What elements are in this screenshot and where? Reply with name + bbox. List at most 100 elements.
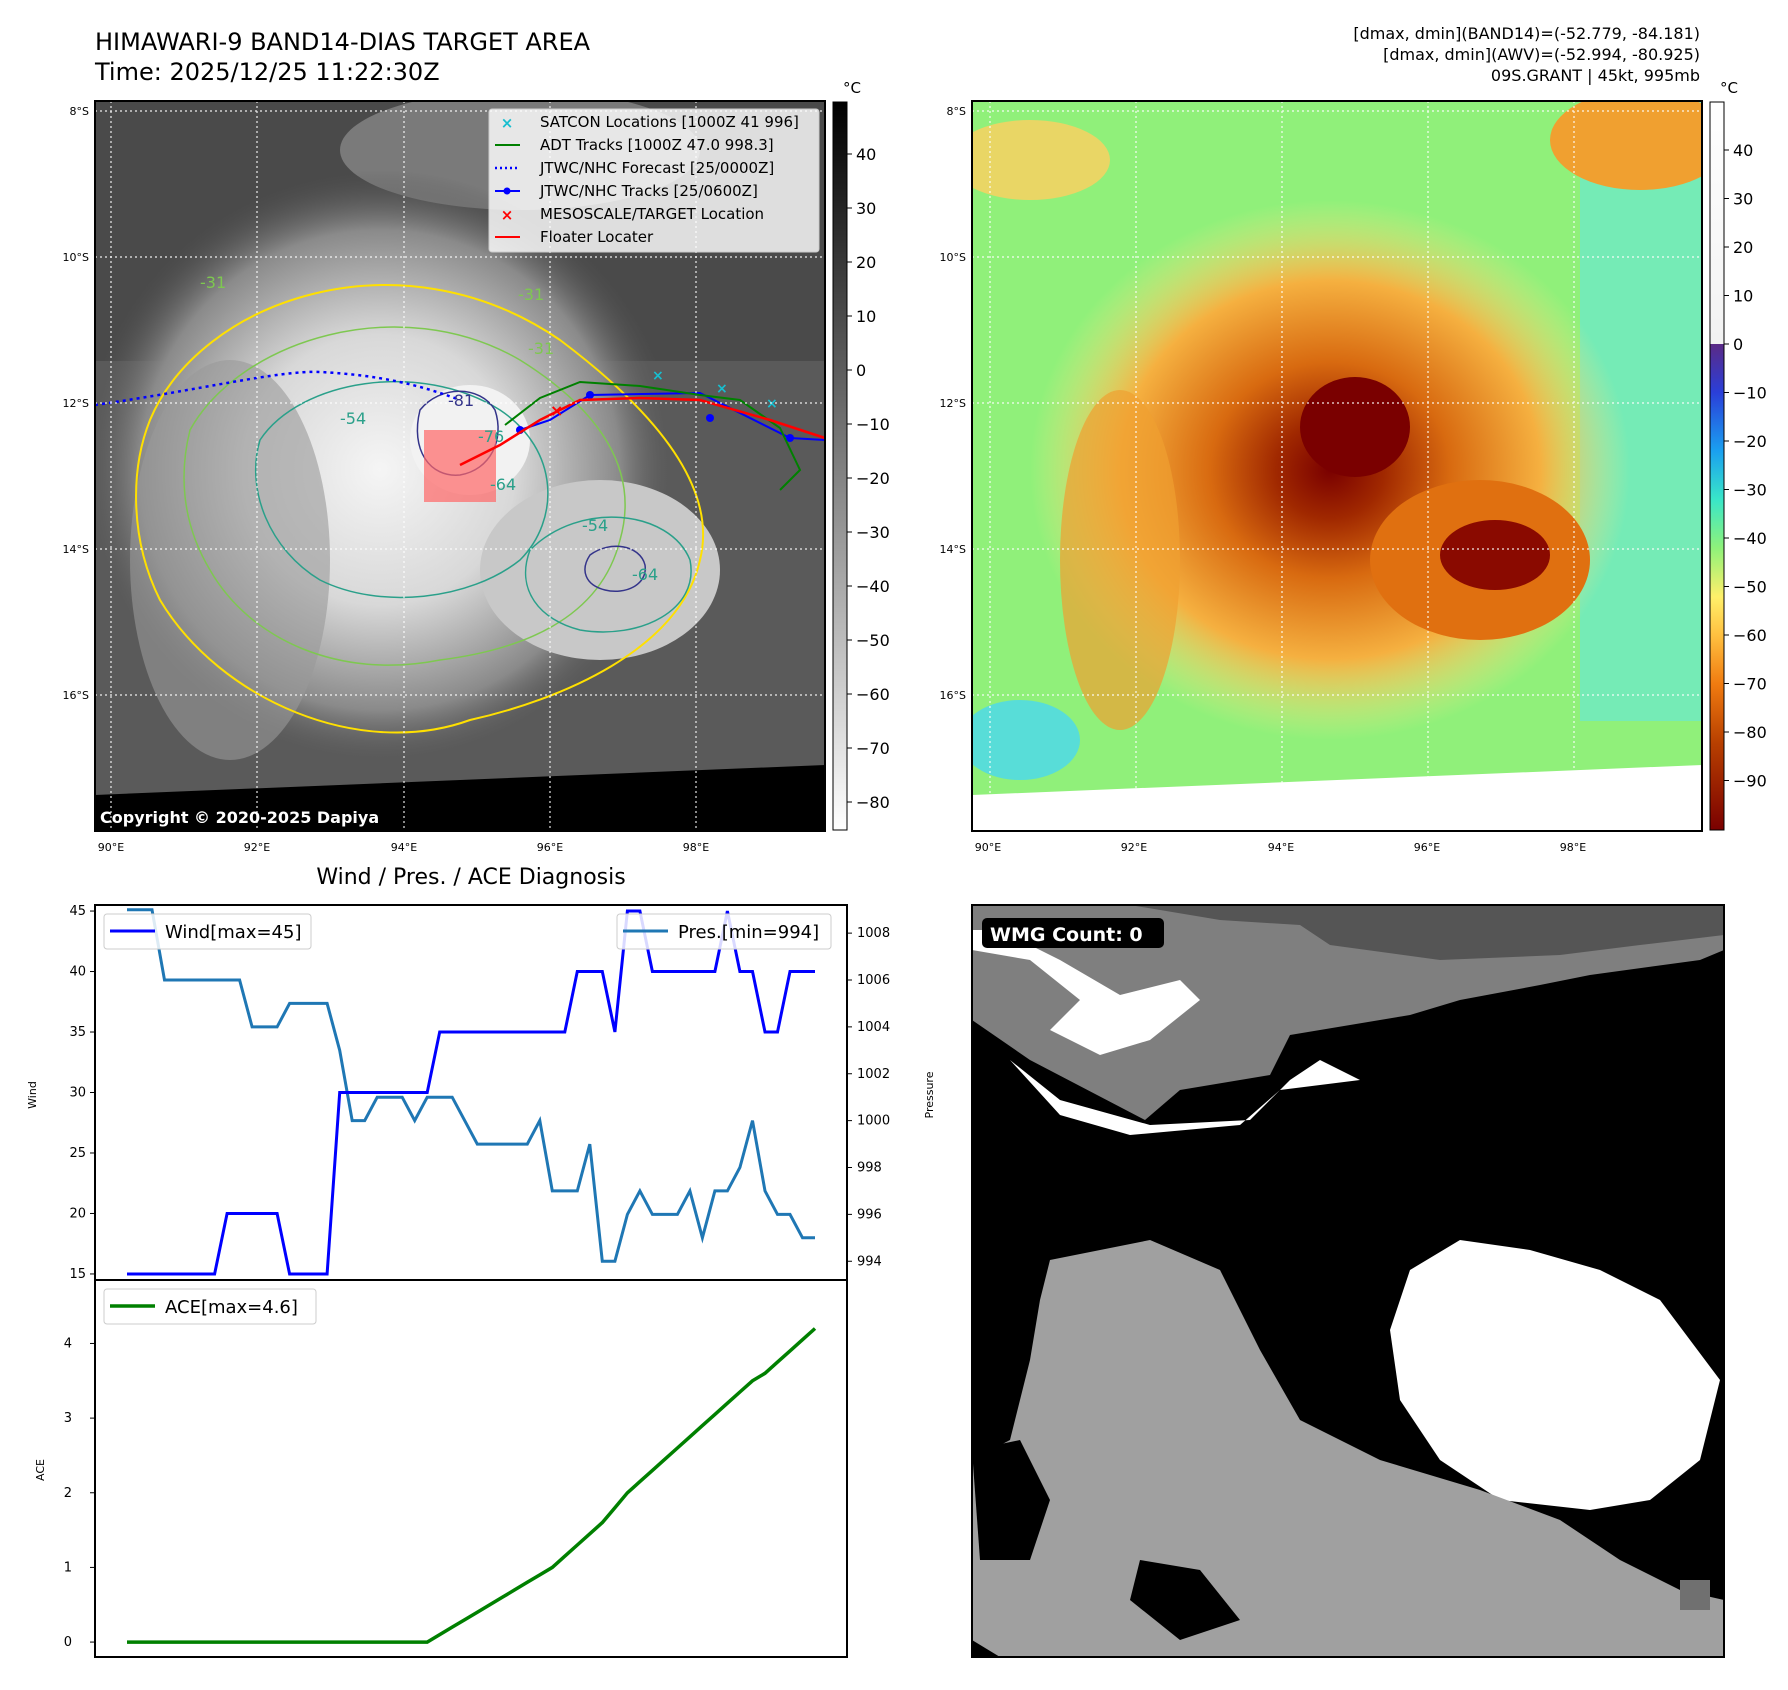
stats-band14: [dmax, dmin](BAND14)=(-52.779, -84.181) bbox=[1353, 24, 1700, 43]
ace-tick-label: 2 bbox=[64, 1486, 72, 1501]
color-colorbar-unit: °C bbox=[1720, 79, 1738, 97]
wind-legend-label: Wind[max=45] bbox=[165, 922, 302, 943]
diagnosis-title: Wind / Pres. / ACE Diagnosis bbox=[316, 865, 625, 890]
ace-axis-label: ACE bbox=[34, 1459, 47, 1481]
wind-tick-label: 15 bbox=[69, 1267, 86, 1282]
ir-legend-label: SATCON Locations [1000Z 41 996] bbox=[540, 113, 799, 131]
wind-tick-label: 30 bbox=[69, 1086, 86, 1101]
legend-marker-x: × bbox=[501, 206, 514, 224]
gray-colorbar: °C 40 30 20 10 0 −10 −20 −30 −40 −50 −60 −70 −80 bbox=[832, 79, 890, 831]
colorbar-tick-label: −20 bbox=[856, 469, 890, 488]
contour-label: -54 bbox=[582, 516, 608, 535]
lon-tick-label: 96°E bbox=[1414, 841, 1440, 854]
ir-legend-item: Floater Locater bbox=[495, 228, 654, 246]
color-colorbar: °C 40 30 20 10 0 −10 −20 −30 −40 −50 −60 −70 −80 −90 bbox=[1709, 79, 1767, 831]
wind-tick-label: 20 bbox=[69, 1206, 86, 1221]
ace-legend-label: ACE[max=4.6] bbox=[165, 1297, 298, 1318]
ace-panel: ACE 4 3 2 1 0 ACE[max=4.6] bbox=[34, 1279, 848, 1658]
wind-series-line bbox=[127, 909, 815, 1276]
ace-legend: ACE[max=4.6] bbox=[103, 1288, 317, 1325]
ir-legend-label: Floater Locater bbox=[540, 228, 654, 246]
figure-title: HIMAWARI-9 BAND14-DIAS TARGET AREA bbox=[95, 28, 591, 56]
lat-tick-label: 14°S bbox=[63, 543, 89, 556]
storm-summary: 09S.GRANT | 45kt, 995mb bbox=[1491, 66, 1700, 85]
colorbar-tick-label: 10 bbox=[1733, 287, 1753, 306]
lon-tick-label: 94°E bbox=[1268, 841, 1294, 854]
colorbar-tick-label: −50 bbox=[856, 631, 890, 650]
lon-tick-label: 92°E bbox=[1121, 841, 1147, 854]
svg-text:×: × bbox=[716, 381, 728, 397]
lon-tick-label: 92°E bbox=[244, 841, 270, 854]
colorbar-tick-label: −60 bbox=[1733, 626, 1767, 645]
colorbar-tick-label: −30 bbox=[1733, 481, 1767, 500]
stats-awv: [dmax, dmin](AWV)=(-52.994, -80.925) bbox=[1383, 45, 1700, 64]
pressure-tick-label: 1002 bbox=[857, 1067, 890, 1082]
colorbar-tick-label: 0 bbox=[1733, 335, 1743, 354]
colorbar-tick-label: 0 bbox=[856, 361, 866, 380]
lat-tick-label: 16°S bbox=[63, 689, 89, 702]
ir-map-panel: × × × × -81 -76 -64 -54 -54 bbox=[94, 100, 826, 832]
pressure-series-line bbox=[127, 908, 815, 1263]
colorbar-tick-label: 40 bbox=[1733, 141, 1753, 160]
lon-tick-label: 96°E bbox=[537, 841, 563, 854]
ir-legend-item: × SATCON Locations [1000Z 41 996] bbox=[501, 113, 799, 132]
ace-tick-label: 0 bbox=[64, 1635, 72, 1650]
colorbar-tick-label: −50 bbox=[1733, 578, 1767, 597]
wind-axis-label: Wind bbox=[26, 1081, 39, 1109]
ace-tick-label: 3 bbox=[64, 1411, 72, 1426]
ir-legend-label: ADT Tracks [1000Z 47.0 998.3] bbox=[540, 136, 774, 154]
ir-legend-item: ADT Tracks [1000Z 47.0 998.3] bbox=[495, 136, 774, 154]
pressure-tick-label: 1008 bbox=[857, 926, 890, 941]
svg-text:×: × bbox=[766, 396, 778, 412]
pressure-legend: Pres.[min=994] bbox=[616, 913, 832, 950]
colorbar-tick-label: 20 bbox=[856, 253, 876, 272]
pressure-tick-label: 998 bbox=[857, 1161, 882, 1176]
colorbar-tick-label: 10 bbox=[856, 307, 876, 326]
lon-tick-label: 90°E bbox=[975, 841, 1001, 854]
wind-pressure-panel: Wind Pressure 45 40 35 30 25 20 15 1008 1006 100… bbox=[26, 904, 936, 1282]
svg-text:×: × bbox=[550, 401, 563, 420]
ace-tick-label: 1 bbox=[64, 1560, 72, 1575]
lat-tick-label: 8°S bbox=[947, 105, 966, 118]
lat-tick-label: 14°S bbox=[940, 543, 966, 556]
colorbar-tick-label: 30 bbox=[856, 199, 876, 218]
colorbar-tick-label: −30 bbox=[856, 523, 890, 542]
ir-legend-label: JTWC/NHC Tracks [25/0600Z] bbox=[539, 182, 758, 200]
colorbar-tick-label: −40 bbox=[856, 577, 890, 596]
legend-marker-x: × bbox=[501, 114, 514, 132]
lon-tick-label: 90°E bbox=[98, 841, 124, 854]
svg-text:×: × bbox=[652, 368, 664, 384]
colorbar-tick-label: −40 bbox=[1733, 529, 1767, 548]
lat-tick-label: 10°S bbox=[940, 251, 966, 264]
colorbar-tick-label: −80 bbox=[856, 793, 890, 812]
contour-label: -64 bbox=[632, 565, 658, 584]
contour-label: -64 bbox=[490, 475, 516, 494]
lon-tick-label: 94°E bbox=[391, 841, 417, 854]
wmg-count-label: WMG Count: 0 bbox=[990, 924, 1143, 946]
ir-legend: × SATCON Locations [1000Z 41 996] ADT Trac… bbox=[488, 108, 820, 253]
pressure-tick-label: 996 bbox=[857, 1207, 882, 1222]
ir-legend-item: JTWC/NHC Tracks [25/0600Z] bbox=[495, 182, 758, 200]
pressure-tick-label: 1006 bbox=[857, 973, 890, 988]
copyright-text: Copyright © 2020-2025 Dapiya bbox=[100, 808, 379, 827]
colorbar-tick-label: 20 bbox=[1733, 238, 1753, 257]
wind-legend: Wind[max=45] bbox=[103, 913, 312, 950]
ir-legend-label: MESOSCALE/TARGET Location bbox=[540, 205, 764, 223]
legend-marker-dot bbox=[503, 187, 511, 195]
color-map-panel bbox=[971, 100, 1703, 832]
pressure-axis-label: Pressure bbox=[923, 1071, 936, 1118]
colorbar-tick-label: −80 bbox=[1733, 723, 1767, 742]
colorbar-tick-label: −90 bbox=[1733, 772, 1767, 791]
contour-label: -31 bbox=[200, 273, 226, 292]
contour-label: -76 bbox=[478, 427, 504, 446]
wmg-panel: WMG Count: 0 bbox=[971, 904, 1725, 1658]
colorbar-tick-label: 30 bbox=[1733, 190, 1753, 209]
wind-tick-label: 25 bbox=[69, 1146, 86, 1161]
colorbar-tick-label: 40 bbox=[856, 145, 876, 164]
colorbar-tick-label: −60 bbox=[856, 685, 890, 704]
contour-label: -31 bbox=[518, 285, 544, 304]
pressure-legend-label: Pres.[min=994] bbox=[678, 922, 819, 943]
colorbar-tick-label: −70 bbox=[856, 739, 890, 758]
colorbar-tick-label: −70 bbox=[1733, 675, 1767, 694]
